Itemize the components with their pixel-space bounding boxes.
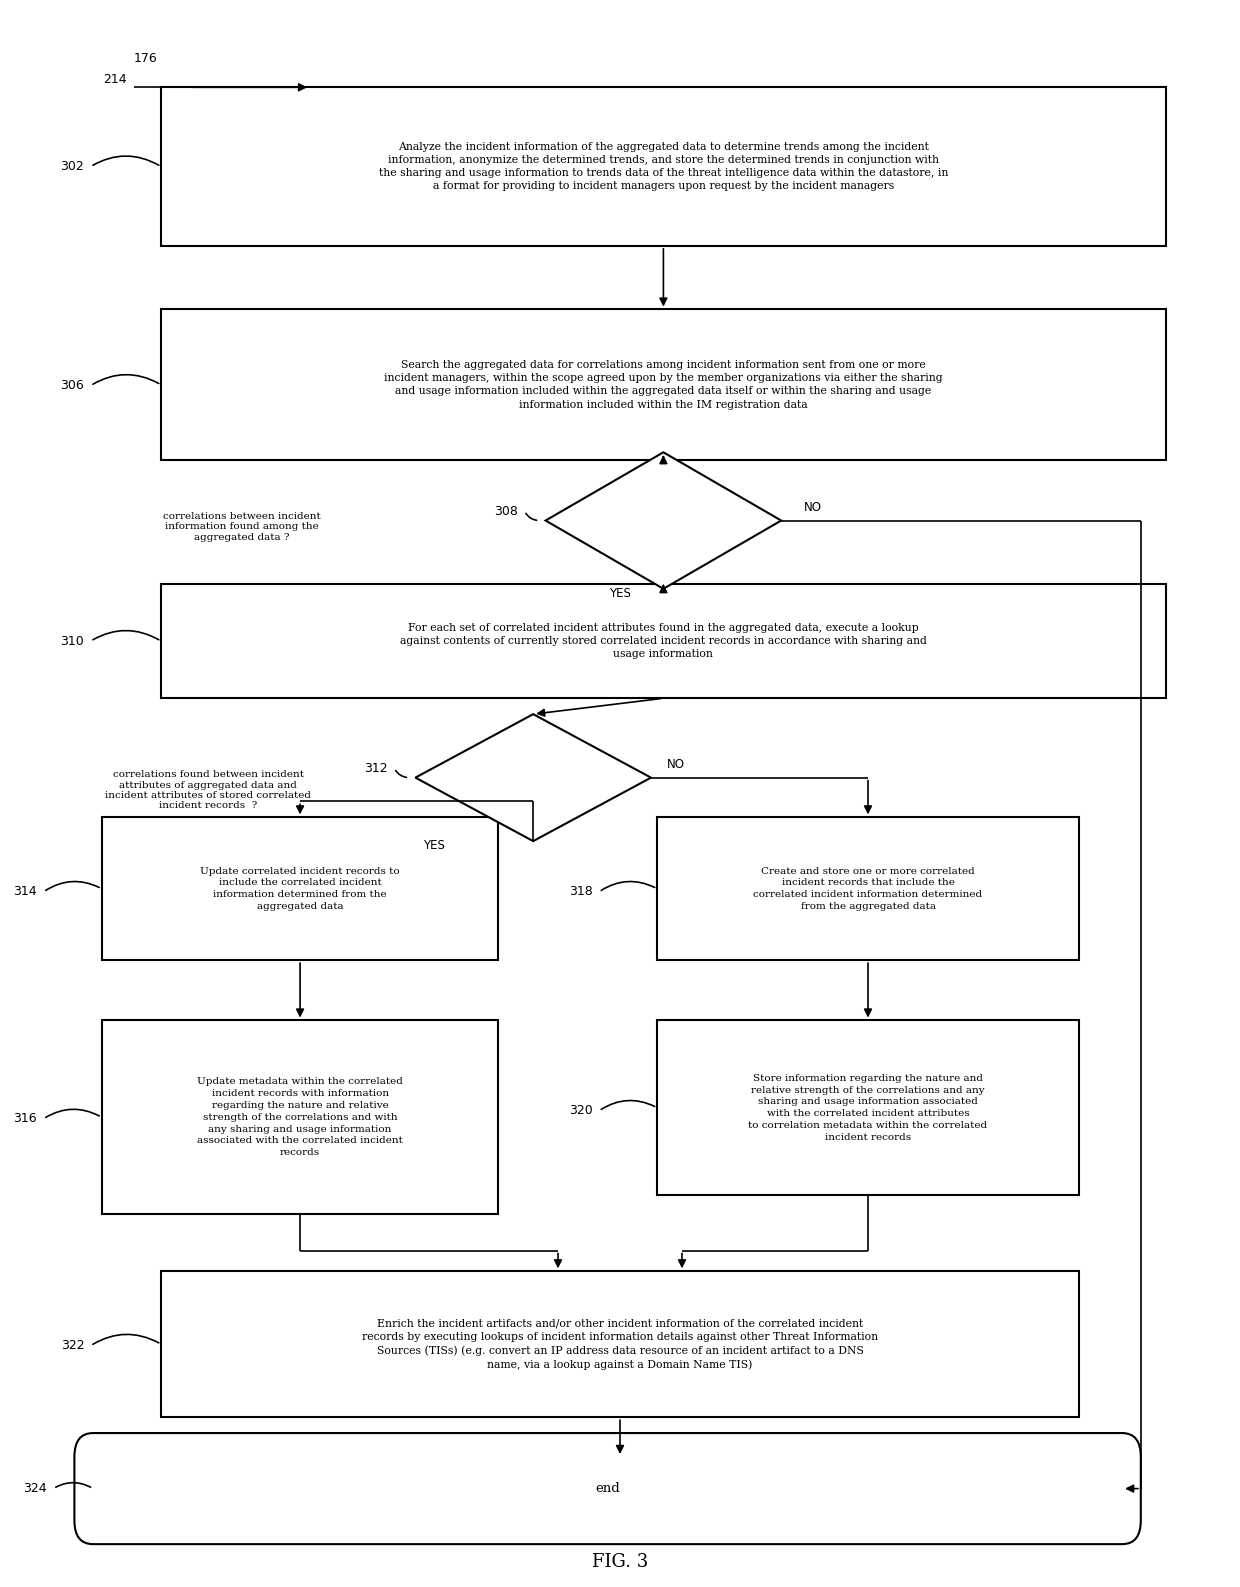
Text: 306: 306 — [61, 379, 84, 392]
Text: 308: 308 — [495, 505, 518, 517]
Text: Store information regarding the nature and
relative strength of the correlations: Store information regarding the nature a… — [749, 1074, 987, 1141]
Text: FIG. 3: FIG. 3 — [591, 1554, 649, 1571]
Text: Update metadata within the correlated
incident records with information
regardin: Update metadata within the correlated in… — [197, 1078, 403, 1157]
Bar — [657, 1020, 1079, 1195]
Text: Create and store one or more correlated
incident records that include the
correl: Create and store one or more correlated … — [754, 867, 982, 911]
Bar — [161, 1271, 1079, 1417]
Text: Enrich the incident artifacts and/or other incident information of the correlate: Enrich the incident artifacts and/or oth… — [362, 1319, 878, 1370]
Text: correlations found between incident
attributes of aggregated data and
incident a: correlations found between incident attr… — [105, 770, 311, 811]
Text: NO: NO — [667, 759, 686, 771]
Bar — [102, 817, 498, 960]
Text: 324: 324 — [24, 1482, 47, 1495]
Text: YES: YES — [423, 840, 445, 852]
Text: 214: 214 — [103, 73, 126, 86]
Text: 310: 310 — [61, 635, 84, 647]
FancyBboxPatch shape — [74, 1433, 1141, 1544]
Bar — [161, 584, 1166, 698]
Text: 320: 320 — [569, 1105, 593, 1117]
Text: Search the aggregated data for correlations among incident information sent from: Search the aggregated data for correlati… — [384, 360, 942, 409]
Polygon shape — [415, 714, 651, 841]
Bar — [657, 817, 1079, 960]
Text: 176: 176 — [134, 52, 157, 65]
Text: 302: 302 — [61, 160, 84, 173]
Polygon shape — [546, 452, 781, 589]
Text: 312: 312 — [365, 762, 388, 774]
Bar — [102, 1020, 498, 1214]
Text: end: end — [595, 1482, 620, 1495]
Text: Analyze the incident information of the aggregated data to determine trends amon: Analyze the incident information of the … — [378, 141, 949, 192]
Text: NO: NO — [804, 501, 822, 514]
Text: For each set of correlated incident attributes found in the aggregated data, exe: For each set of correlated incident attr… — [401, 624, 926, 659]
Text: YES: YES — [609, 587, 631, 600]
Text: 316: 316 — [14, 1112, 37, 1125]
Text: correlations between incident
information found among the
aggregated data ?: correlations between incident informatio… — [162, 513, 321, 541]
Text: 314: 314 — [14, 886, 37, 898]
Bar — [161, 309, 1166, 460]
Text: 318: 318 — [569, 886, 593, 898]
Text: 322: 322 — [61, 1339, 84, 1352]
Bar — [161, 87, 1166, 246]
Text: Update correlated incident records to
include the correlated incident
informatio: Update correlated incident records to in… — [201, 867, 399, 911]
